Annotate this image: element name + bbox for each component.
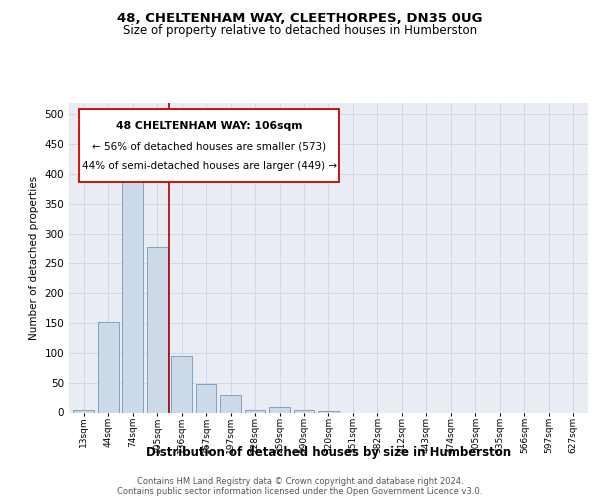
Bar: [73, 410, 94, 412]
Bar: [196, 384, 217, 412]
Bar: [171, 356, 192, 412]
Text: Distribution of detached houses by size in Humberston: Distribution of detached houses by size …: [146, 446, 511, 459]
Bar: [245, 410, 265, 412]
Bar: [220, 395, 241, 412]
Bar: [98, 322, 119, 412]
Bar: [122, 162, 143, 412]
Bar: [147, 248, 167, 412]
Text: Contains HM Land Registry data © Crown copyright and database right 2024.: Contains HM Land Registry data © Crown c…: [137, 476, 463, 486]
Bar: [269, 406, 290, 412]
Text: 44% of semi-detached houses are larger (449) →: 44% of semi-detached houses are larger (…: [82, 161, 337, 171]
Text: ← 56% of detached houses are smaller (573): ← 56% of detached houses are smaller (57…: [92, 142, 326, 152]
Text: 48, CHELTENHAM WAY, CLEETHORPES, DN35 0UG: 48, CHELTENHAM WAY, CLEETHORPES, DN35 0U…: [117, 12, 483, 26]
Text: Size of property relative to detached houses in Humberston: Size of property relative to detached ho…: [123, 24, 477, 37]
FancyBboxPatch shape: [79, 108, 339, 182]
Text: 48 CHELTENHAM WAY: 106sqm: 48 CHELTENHAM WAY: 106sqm: [116, 121, 302, 131]
Y-axis label: Number of detached properties: Number of detached properties: [29, 176, 39, 340]
Bar: [293, 410, 314, 412]
Text: Contains public sector information licensed under the Open Government Licence v3: Contains public sector information licen…: [118, 486, 482, 496]
